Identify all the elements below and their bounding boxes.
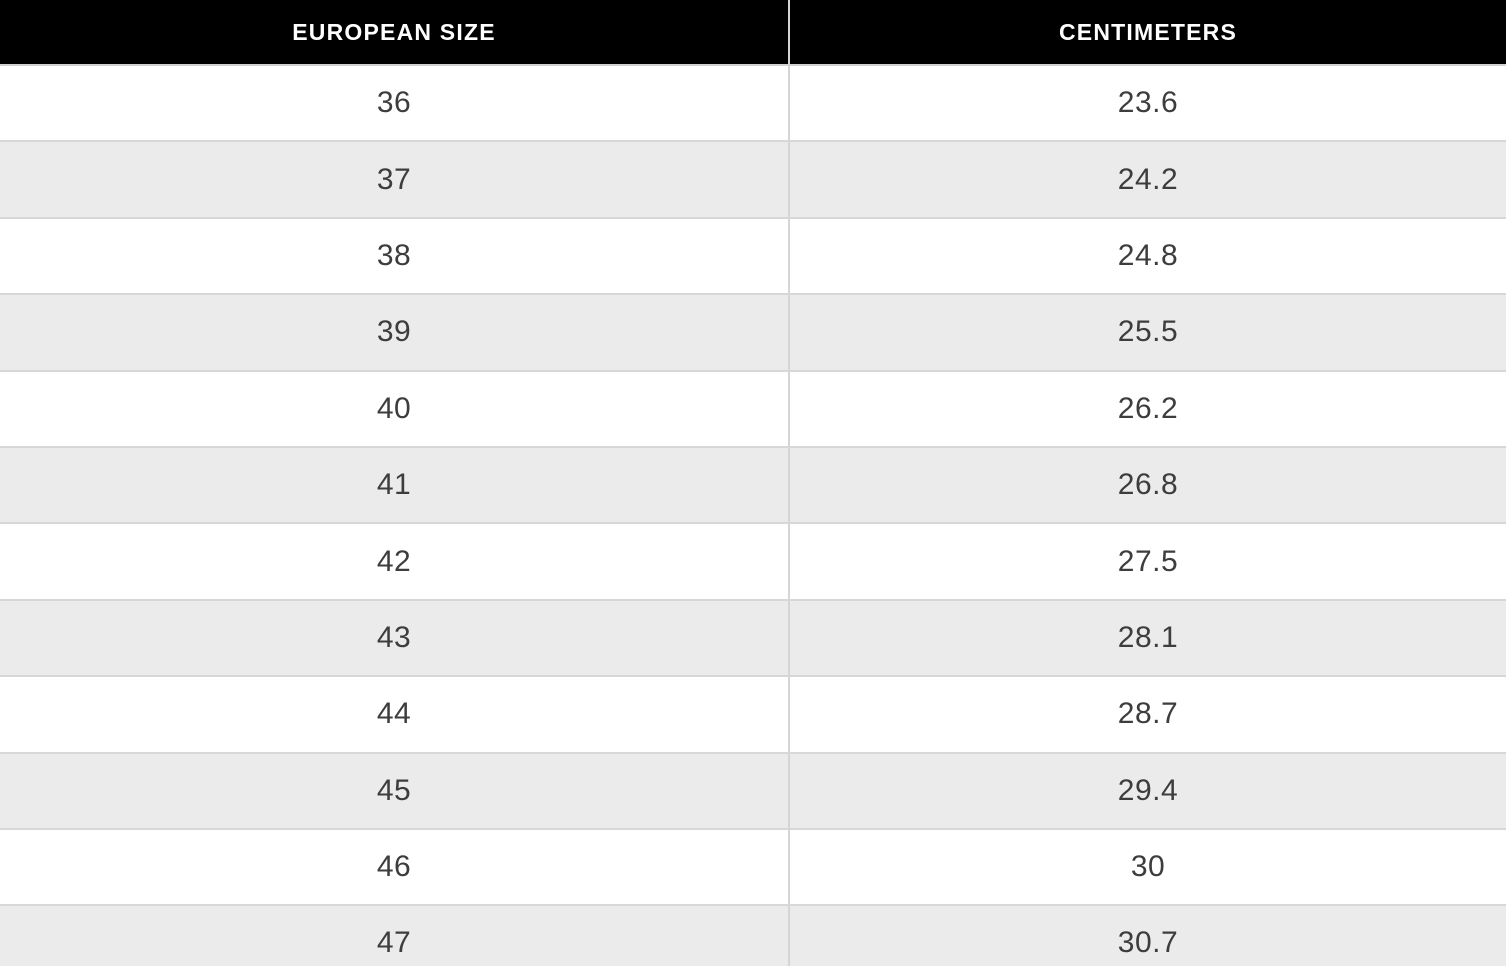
table-row: 41 26.8 [0,445,1506,523]
centimeters-cell: 26.8 [788,447,1506,523]
centimeters-cell: 28.7 [788,677,1506,752]
european-size-cell: 41 [376,468,412,502]
european-size-cell: 42 [376,544,412,578]
table-body: 36 23.6 37 24.2 38 24.8 39 25.5 40 26.2 … [0,64,1506,966]
european-size-cell: 38 [376,238,412,272]
table-row: 39 25.5 [0,293,1506,370]
european-size-cell: 45 [376,773,412,807]
table-row: 37 24.2 [0,140,1506,217]
centimeters-cell: 27.5 [788,524,1506,599]
table-row: 42 27.5 [0,522,1506,599]
table-row: 44 28.7 [0,675,1506,752]
table-header-row: EUROPEAN SIZE CENTIMETERS [0,0,1506,64]
centimeters-cell: 28.1 [788,600,1506,676]
table-row: 36 23.6 [0,64,1506,141]
table-row: 40 26.2 [0,369,1506,446]
european-size-cell: 47 [376,926,412,960]
table-row: 47 30.7 [0,904,1506,966]
european-size-cell: 37 [376,162,412,196]
table-row: 45 29.4 [0,751,1506,828]
table-row: 43 28.1 [0,598,1506,676]
european-size-cell: 39 [376,315,412,349]
european-size-cell: 44 [376,697,412,731]
centimeters-cell: 30.7 [788,906,1506,966]
column-header-european-size: EUROPEAN SIZE [292,18,496,45]
centimeters-cell: 24.8 [788,218,1506,294]
european-size-cell: 43 [376,620,412,654]
centimeters-cell: 25.5 [788,295,1506,370]
european-size-cell: 46 [376,850,412,884]
centimeters-cell: 23.6 [788,66,1506,141]
centimeters-cell: 26.2 [788,371,1506,446]
european-size-cell: 36 [376,86,412,120]
centimeters-cell: 30 [788,829,1506,905]
column-header-centimeters: CENTIMETERS [788,0,1506,64]
centimeters-cell: 24.2 [788,142,1506,217]
table-row: 46 30 [0,827,1506,905]
table-row: 38 24.8 [0,216,1506,294]
centimeters-cell: 29.4 [788,753,1506,828]
european-size-cell: 40 [376,391,412,425]
